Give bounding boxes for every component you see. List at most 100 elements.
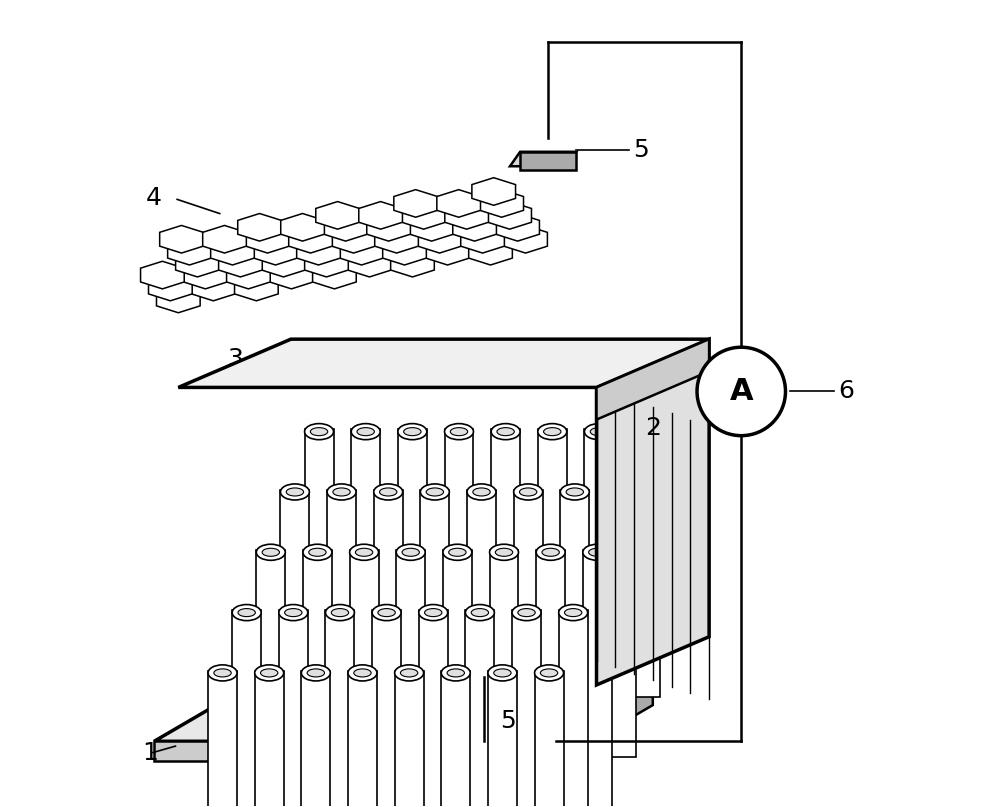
Polygon shape	[235, 677, 645, 697]
Polygon shape	[631, 429, 660, 697]
Ellipse shape	[518, 608, 535, 617]
Polygon shape	[426, 237, 469, 265]
Ellipse shape	[404, 428, 421, 436]
Ellipse shape	[613, 488, 630, 496]
Polygon shape	[536, 550, 565, 807]
Polygon shape	[607, 490, 636, 757]
Polygon shape	[538, 429, 567, 697]
Ellipse shape	[494, 669, 511, 677]
Polygon shape	[255, 671, 284, 807]
Polygon shape	[367, 214, 410, 241]
Text: 3: 3	[227, 347, 243, 371]
Ellipse shape	[378, 608, 395, 617]
Polygon shape	[262, 249, 305, 277]
Ellipse shape	[465, 604, 494, 621]
Ellipse shape	[544, 428, 561, 436]
Polygon shape	[445, 202, 488, 229]
Ellipse shape	[351, 424, 380, 440]
Ellipse shape	[402, 548, 419, 556]
Polygon shape	[324, 214, 367, 241]
Polygon shape	[488, 202, 531, 229]
Polygon shape	[437, 190, 481, 217]
Ellipse shape	[583, 544, 612, 560]
Polygon shape	[597, 339, 709, 420]
Ellipse shape	[450, 428, 468, 436]
Ellipse shape	[514, 484, 543, 500]
Polygon shape	[203, 225, 246, 253]
Polygon shape	[270, 261, 313, 289]
Polygon shape	[410, 214, 453, 241]
Polygon shape	[480, 190, 524, 217]
Ellipse shape	[491, 424, 520, 440]
Polygon shape	[597, 339, 709, 685]
Ellipse shape	[512, 604, 541, 621]
Ellipse shape	[331, 608, 349, 617]
Ellipse shape	[519, 488, 537, 496]
Text: 5: 5	[500, 709, 516, 734]
Polygon shape	[391, 249, 434, 277]
Polygon shape	[279, 610, 308, 807]
Ellipse shape	[350, 544, 379, 560]
Polygon shape	[305, 429, 334, 697]
Text: 1: 1	[142, 742, 158, 765]
Polygon shape	[420, 490, 449, 757]
Polygon shape	[154, 742, 556, 761]
Polygon shape	[332, 225, 375, 253]
Polygon shape	[441, 671, 470, 807]
Polygon shape	[280, 490, 309, 757]
Ellipse shape	[355, 548, 373, 556]
Polygon shape	[154, 685, 653, 742]
Polygon shape	[418, 225, 461, 253]
Ellipse shape	[396, 544, 425, 560]
Polygon shape	[305, 249, 348, 277]
Polygon shape	[453, 214, 496, 241]
Polygon shape	[149, 274, 192, 301]
Polygon shape	[238, 214, 281, 241]
Polygon shape	[297, 237, 340, 265]
Polygon shape	[520, 152, 576, 170]
Polygon shape	[348, 249, 391, 277]
Polygon shape	[443, 550, 472, 807]
Polygon shape	[303, 550, 332, 807]
Text: 4: 4	[146, 186, 162, 211]
Ellipse shape	[238, 608, 255, 617]
Polygon shape	[372, 610, 401, 807]
Ellipse shape	[560, 484, 589, 500]
Polygon shape	[560, 490, 589, 757]
Polygon shape	[178, 339, 709, 387]
Polygon shape	[583, 550, 612, 807]
Ellipse shape	[497, 428, 514, 436]
Polygon shape	[535, 671, 564, 807]
Polygon shape	[359, 202, 402, 229]
Ellipse shape	[590, 428, 608, 436]
Ellipse shape	[372, 604, 401, 621]
Ellipse shape	[420, 484, 449, 500]
Polygon shape	[461, 225, 504, 253]
Text: 6: 6	[838, 379, 854, 404]
Polygon shape	[208, 671, 237, 807]
Polygon shape	[176, 249, 219, 277]
Polygon shape	[325, 610, 354, 807]
Polygon shape	[564, 677, 645, 707]
Polygon shape	[383, 237, 426, 265]
Ellipse shape	[261, 669, 278, 677]
Polygon shape	[465, 610, 494, 807]
Ellipse shape	[214, 669, 231, 677]
Polygon shape	[254, 237, 297, 265]
Ellipse shape	[255, 665, 284, 681]
Polygon shape	[281, 214, 324, 241]
Polygon shape	[211, 237, 254, 265]
Polygon shape	[227, 261, 270, 289]
Polygon shape	[584, 429, 613, 697]
Ellipse shape	[471, 608, 489, 617]
Text: A: A	[729, 377, 753, 406]
Ellipse shape	[279, 604, 308, 621]
Ellipse shape	[538, 424, 567, 440]
Polygon shape	[351, 429, 380, 697]
Ellipse shape	[490, 544, 518, 560]
Ellipse shape	[559, 604, 588, 621]
Ellipse shape	[589, 548, 606, 556]
Text: 5: 5	[633, 138, 648, 162]
Ellipse shape	[400, 669, 418, 677]
Polygon shape	[184, 261, 227, 289]
